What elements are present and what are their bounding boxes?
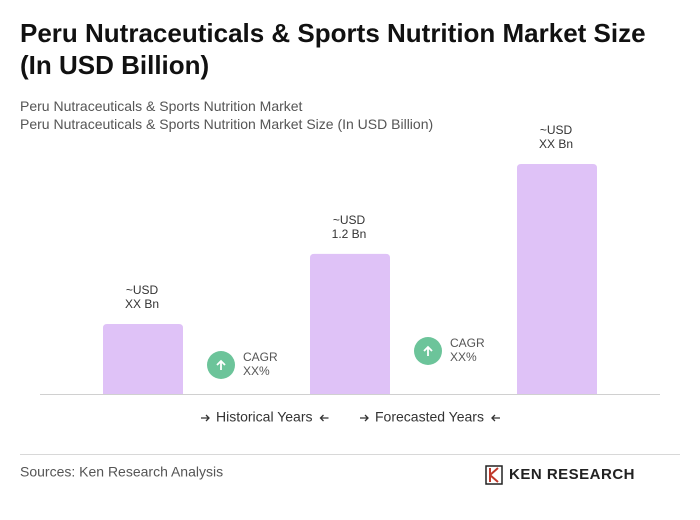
legend-arrow [201,414,210,422]
logo-k [489,467,499,483]
source: Sources: Ken Research Analysis [20,464,223,480]
value-label: ~USD [126,283,159,297]
cagr-value: XX% [243,364,270,378]
cagr-label: CAGR [243,350,278,364]
logo: KEN RESEARCH [485,465,635,485]
chart-title: Peru Nutraceuticals & Sports Nutrition M… [20,18,646,80]
legend-label: Forecasted Years [375,409,484,425]
legend-arrow [491,414,500,422]
logo-text: KEN RESEARCH [509,466,635,483]
cagr-label: CAGR [450,336,485,350]
bar [103,323,183,394]
legend-arrow [360,414,369,422]
legend-arrow [319,414,329,422]
value-label: XX Bn [539,137,573,151]
subtitle: Peru Nutraceuticals & Sports Nutrition M… [20,98,303,114]
cagr-value: XX% [450,350,477,364]
subtitle: Peru Nutraceuticals & Sports Nutrition M… [20,116,434,132]
cagr-arrow [423,345,433,356]
bar [517,164,597,394]
value-label: ~USD [540,123,573,137]
cagr-arrow [216,359,226,370]
value-label: ~USD [333,213,366,227]
legend-label: Historical Years [216,409,313,425]
value-label: 1.2 Bn [332,227,367,241]
bar [310,253,390,394]
value-label: XX Bn [125,297,159,311]
logo-icon [485,465,503,485]
